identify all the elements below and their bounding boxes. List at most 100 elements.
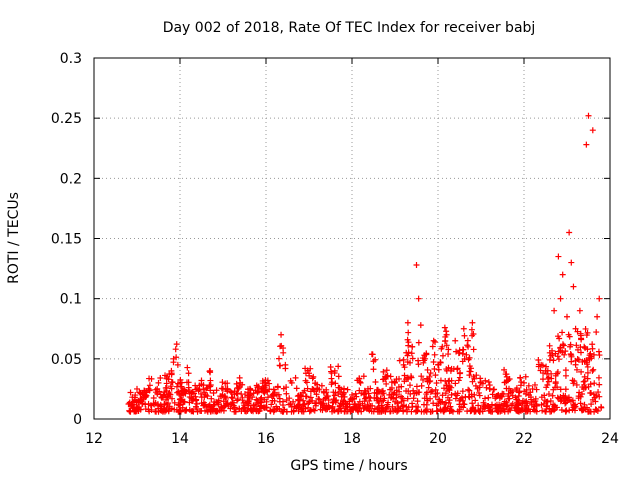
data-point [585,112,592,119]
data-point [188,408,195,415]
data-point [332,380,339,387]
data-point [539,362,546,369]
data-point [412,408,419,415]
data-point [576,307,583,314]
data-point [545,374,552,381]
data-point [545,391,552,398]
data-point [562,367,569,374]
data-point [466,363,473,370]
data-point [353,393,360,400]
data-point [209,408,216,415]
data-point [527,394,534,401]
data-point [505,393,512,400]
data-point [489,391,496,398]
data-point [398,393,405,400]
data-point [438,345,445,352]
data-point [544,381,551,388]
data-point [517,407,524,414]
data-point [533,386,540,393]
data-point [469,319,476,326]
data-point [547,397,554,404]
data-point [372,379,379,386]
data-point [389,403,396,410]
data-point [204,393,211,400]
data-point [238,391,245,398]
data-point [396,375,403,382]
data-point [444,405,451,412]
data-point [408,373,415,380]
data-point [591,380,598,387]
data-point [543,363,550,370]
data-point [405,339,412,346]
data-point [234,390,241,397]
data-point [158,394,165,401]
data-point [554,394,561,401]
data-point [409,343,416,350]
data-point [163,375,170,382]
data-point [400,356,407,363]
data-point [561,396,568,403]
data-point [342,400,349,407]
data-point [549,392,556,399]
data-point [485,394,492,401]
data-point [313,385,320,392]
data-point [210,390,217,396]
data-point [175,380,182,387]
data-point [155,379,162,386]
data-point [465,356,472,363]
data-point [459,350,466,357]
data-point [460,325,467,332]
data-point [470,373,477,380]
data-point [589,127,596,134]
data-point [548,370,555,377]
data-point [394,400,401,407]
data-point [501,379,508,386]
data-point [582,384,589,391]
data-point [552,372,559,379]
data-point [232,408,239,415]
data-point [430,359,437,366]
data-point [263,398,270,405]
data-point [493,401,500,408]
data-point [463,351,470,358]
data-point [584,346,591,353]
data-point [312,402,319,409]
data-point [303,379,310,386]
data-point [588,355,595,362]
data-point [475,389,482,396]
data-point [387,408,394,415]
data-point [360,373,367,380]
data-point [148,375,155,382]
data-point [193,405,200,412]
data-point [595,348,602,355]
data-point [374,395,381,402]
data-point [408,350,415,357]
data-point [427,377,434,384]
data-point [351,404,358,411]
x-tick-label: 12 [85,431,103,447]
data-point [569,377,576,384]
data-point [370,366,377,373]
data-point [559,271,566,278]
data-point [331,392,338,399]
data-point [538,394,545,401]
data-point [134,404,141,411]
data-point [207,387,214,394]
data-point [397,405,404,412]
data-point [234,397,241,404]
data-point [158,403,165,410]
data-point [593,329,600,336]
data-point [227,405,234,412]
data-point [249,394,256,401]
data-point [143,388,150,395]
data-point [270,406,277,413]
data-point [192,382,199,389]
data-point [415,295,422,302]
data-point [472,397,479,404]
data-point [475,402,482,409]
data-point [401,378,408,385]
data-point [125,401,132,408]
data-point [388,385,395,392]
data-point [486,385,493,392]
data-point [587,389,594,396]
